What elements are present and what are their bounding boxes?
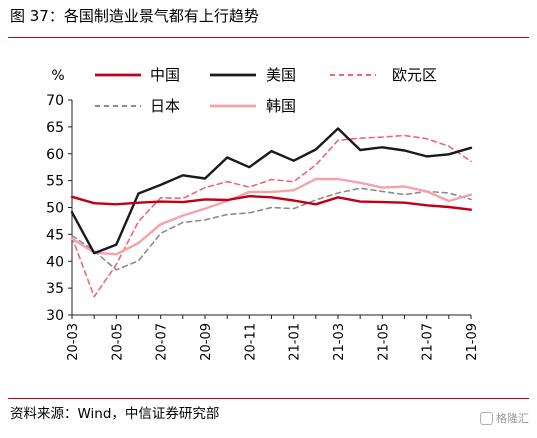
x-tick-label: 21-01 [288,323,303,361]
legend-label: 美国 [266,66,296,84]
source-note: 资料来源：Wind，中信证券研究部 [10,406,220,422]
series-line-3 [71,134,472,298]
y-tick-label: 70 [46,93,64,109]
y-tick-label: 45 [46,227,64,243]
figure-title: 图 37：各国制造业景气都有上行趋势 [10,7,259,25]
series-line-2 [70,127,473,255]
x-tick-label: 20-03 [66,323,81,361]
x-tick-label: 20-07 [155,323,170,361]
legend-label: 欧元区 [392,66,437,84]
y-axis-unit: % [51,68,64,84]
series-line-4 [71,187,472,271]
x-tick-label: 20-11 [243,323,258,361]
legend-label: 韩国 [266,97,296,115]
y-tick-label: 30 [46,308,64,324]
y-tick-label: 60 [46,147,64,163]
x-tick-label: 20-09 [199,323,214,361]
y-tick-label: 35 [46,281,64,297]
title-divider [8,37,529,38]
x-tick-label: 20-05 [110,323,125,361]
x-tick-label: 21-09 [465,323,480,361]
x-tick-label: 21-05 [376,323,391,361]
y-tick-label: 55 [46,174,64,190]
footer-divider [8,398,529,399]
x-tick-label: 21-07 [421,323,436,361]
series-line-5 [70,177,473,256]
line-chart: 30 35 40 45 50 55 60 65 70% 20-03 20-05 20-07 20-09 2… [46,66,480,361]
watermark: 格隆汇 [480,410,529,426]
y-tick-label: 50 [46,201,64,217]
watermark-text: 格隆汇 [496,412,529,425]
y-tick-label: 40 [46,254,64,270]
watermark-logo-icon [480,411,493,425]
y-tick-label: 65 [46,120,64,136]
series-line-1 [70,194,473,211]
legend-label: 中国 [150,66,180,84]
legend-label: 日本 [150,97,180,115]
x-tick-label: 21-03 [332,323,347,361]
